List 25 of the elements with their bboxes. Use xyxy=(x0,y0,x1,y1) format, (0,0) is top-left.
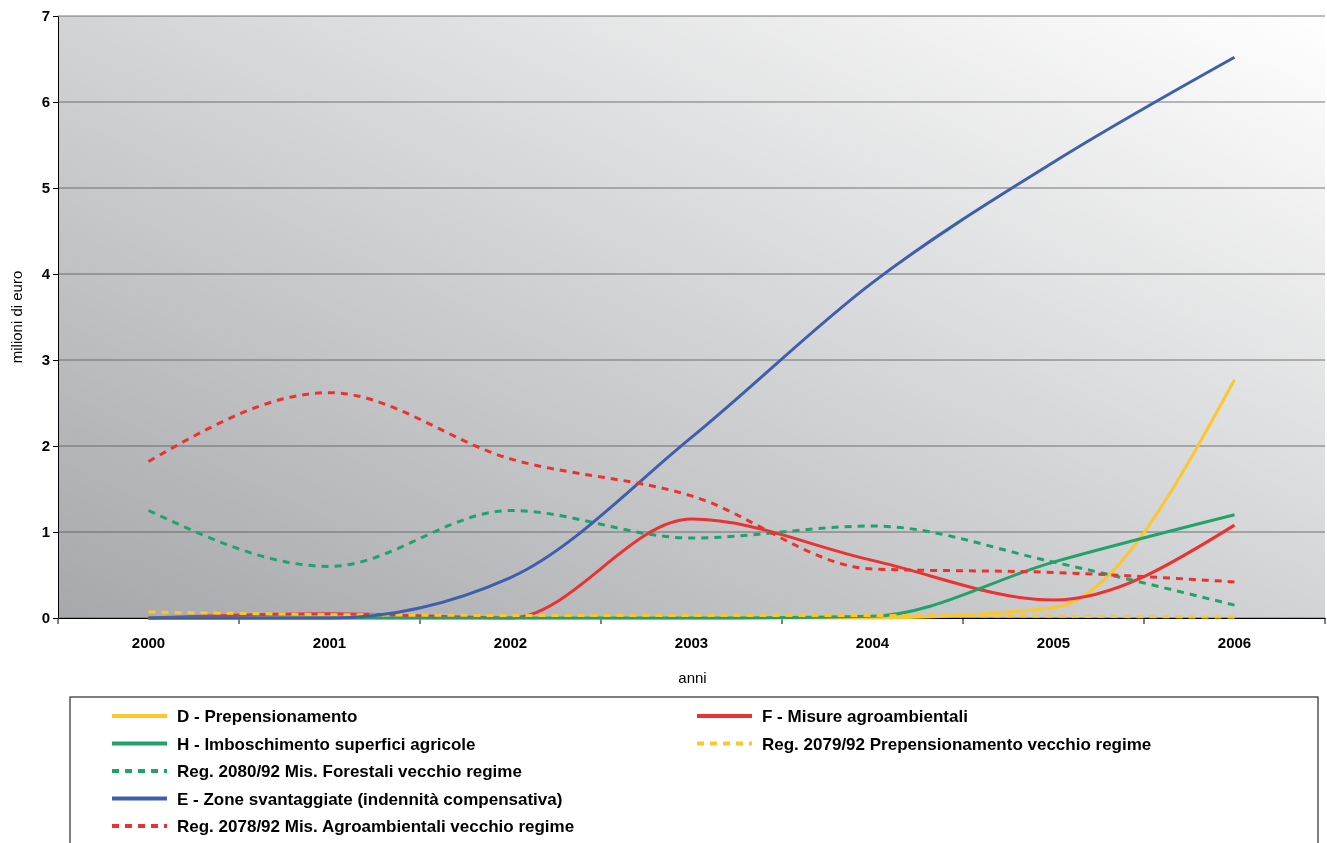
y-tick-label: 7 xyxy=(41,7,50,25)
x-tick-label: 2006 xyxy=(1217,634,1252,651)
legend-label: Reg. 2078/92 Mis. Agroambientali vecchio regime xyxy=(177,817,575,836)
x-tick-label: 2002 xyxy=(493,634,528,651)
x-tick-label: 2005 xyxy=(1036,634,1071,651)
x-tick-label: 2000 xyxy=(131,634,166,651)
legend-label: D - Prepensionamento xyxy=(177,707,358,726)
line-series xyxy=(147,55,1236,620)
y-axis-title: milioni di euro xyxy=(8,270,25,364)
y-tick-label: 4 xyxy=(41,265,51,283)
legend-label: H - Imboschimento superfici agricole xyxy=(177,734,476,754)
legend-label: E - Zone svantaggiate (indennità compensativa) xyxy=(177,789,563,809)
y-tick-label: 1 xyxy=(41,523,50,541)
y-tick-label: 2 xyxy=(41,437,50,455)
y-tick-label: 5 xyxy=(41,179,50,197)
legend-label: Reg. 2080/92 Mis. Forestali vecchio regime xyxy=(177,762,522,781)
x-tick-label: 2001 xyxy=(312,634,347,651)
y-tick-label: 3 xyxy=(41,351,50,369)
legend-label: Reg. 2079/92 Prepensionamento vecchio regime xyxy=(762,734,1152,754)
y-tick-label: 6 xyxy=(41,93,50,111)
x-tick-label: 2004 xyxy=(855,634,890,651)
x-axis-title: anni xyxy=(678,669,707,686)
y-tick-label: 0 xyxy=(41,609,50,627)
legend-label: F - Misure agroambientali xyxy=(762,707,968,726)
x-tick-label: 2003 xyxy=(674,634,709,651)
